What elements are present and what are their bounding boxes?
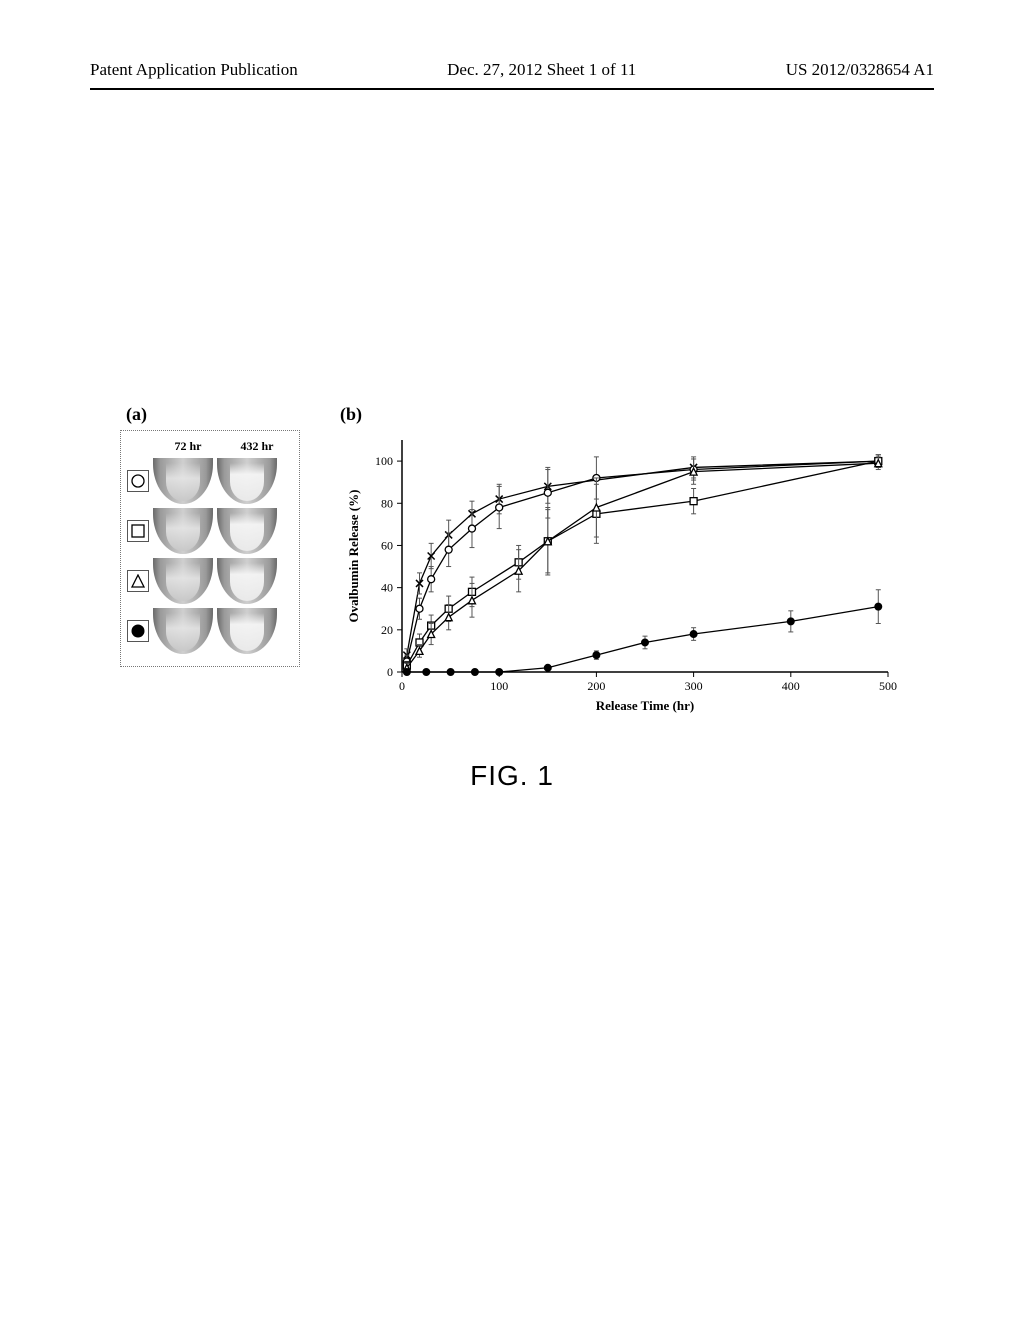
panel-a-row: [127, 508, 293, 554]
tube-image: [217, 458, 277, 504]
figure-label: FIG. 1: [0, 760, 1024, 792]
panel-b: 0 100 200 300 400 500 0 20 40 60 80 100 Release Time…: [340, 430, 900, 720]
svg-text:Ovalbumin Release (%): Ovalbumin Release (%): [346, 490, 361, 623]
header-center: Dec. 27, 2012 Sheet 1 of 11: [447, 60, 636, 80]
svg-text:100: 100: [375, 454, 393, 468]
header-right: US 2012/0328654 A1: [786, 60, 934, 80]
tube-image: [153, 458, 213, 504]
page-header: Patent Application Publication Dec. 27, …: [0, 60, 1024, 80]
tube-image: [153, 558, 213, 604]
svg-text:300: 300: [685, 679, 703, 693]
svg-text:200: 200: [587, 679, 605, 693]
panel-a-row: [127, 608, 293, 654]
panel-a-marker-square-open: [127, 520, 149, 542]
svg-text:40: 40: [381, 581, 393, 595]
panel-a-marker-circle-filled: [127, 620, 149, 642]
svg-text:400: 400: [782, 679, 800, 693]
svg-text:0: 0: [387, 665, 393, 679]
panel-a-marker-circle-open: [127, 470, 149, 492]
panel-a: 72 hr 432 hr: [120, 430, 300, 667]
svg-text:0: 0: [399, 679, 405, 693]
svg-text:500: 500: [879, 679, 897, 693]
svg-text:20: 20: [381, 623, 393, 637]
panel-a-label: (a): [126, 404, 147, 425]
panel-a-marker-triangle-open: [127, 570, 149, 592]
tube-image: [153, 608, 213, 654]
panel-a-row: [127, 458, 293, 504]
svg-text:80: 80: [381, 496, 393, 510]
tube-image: [217, 558, 277, 604]
tube-image: [217, 508, 277, 554]
svg-text:60: 60: [381, 538, 393, 552]
panel-a-head: 72 hr 432 hr: [127, 439, 293, 454]
panel-a-row: [127, 558, 293, 604]
tube-image: [153, 508, 213, 554]
svg-text:Release Time (hr): Release Time (hr): [596, 698, 694, 713]
svg-text:100: 100: [490, 679, 508, 693]
panel-a-col2: 432 hr: [241, 439, 274, 454]
header-left: Patent Application Publication: [90, 60, 298, 80]
tube-image: [217, 608, 277, 654]
panel-b-label: (b): [340, 404, 362, 425]
release-chart: 0 100 200 300 400 500 0 20 40 60 80 100 Release Time…: [340, 430, 900, 720]
panel-a-col1: 72 hr: [175, 439, 202, 454]
header-rule: [90, 88, 934, 90]
